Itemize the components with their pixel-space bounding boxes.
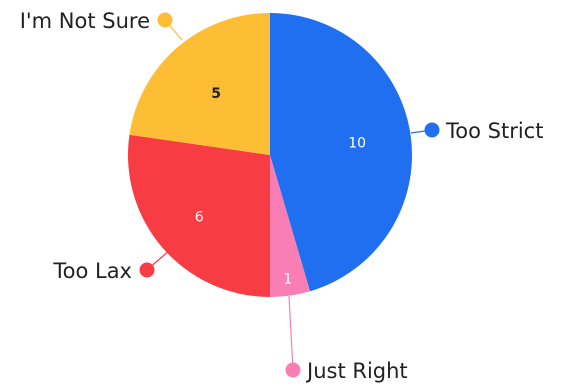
legend-dot-just-right [285, 362, 301, 378]
pie-slice-too-strict [270, 13, 412, 292]
pie-slice-too-lax [128, 134, 270, 297]
slice-callouts: Too Strict Just Right Too Lax I'm Not Sure [20, 9, 544, 383]
legend-label-just-right: Just Right [305, 359, 408, 383]
slice-value-too-strict: 10 [348, 135, 366, 151]
legend-label-i-m-not-sure: I'm Not Sure [20, 9, 150, 33]
legend-dot-too-lax [139, 262, 155, 278]
legend-label-too-strict: Too Strict [445, 119, 543, 143]
slice-value-just-right: 1 [283, 272, 292, 288]
legend-dot-too-strict [424, 122, 440, 138]
slice-value-labels: 10 1 6 5 [195, 86, 366, 288]
pie-slices [128, 13, 412, 297]
legend-label-too-lax: Too Lax [52, 259, 132, 283]
pie-slice-i-m-not-sure [129, 13, 270, 155]
slice-value-i-m-not-sure: 5 [211, 86, 221, 102]
slice-value-too-lax: 6 [195, 209, 204, 225]
pie-slice-just-right [270, 155, 311, 297]
callout-line-just-right [288, 295, 294, 371]
legend-dot-i-m-not-sure [157, 12, 173, 28]
